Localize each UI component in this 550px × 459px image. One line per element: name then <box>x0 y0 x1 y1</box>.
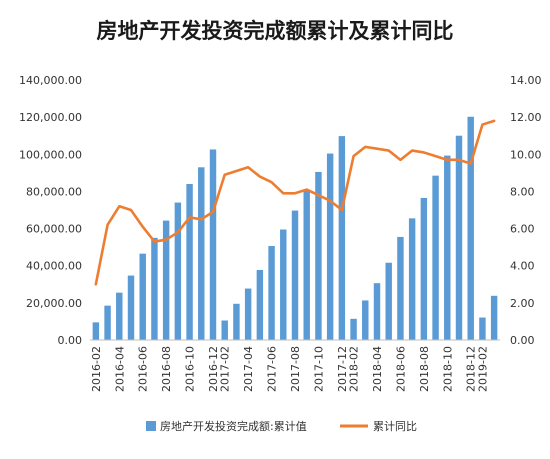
x-tick-label: 2017-08 <box>289 346 302 392</box>
y-right-tick-label: 8.00 <box>510 185 535 198</box>
x-tick-label: 2018-06 <box>394 346 407 392</box>
y-left-tick-label: 20,000.00 <box>26 297 82 310</box>
x-tick-label: 2016-08 <box>160 346 173 392</box>
x-tick-label: 2017-04 <box>242 346 255 392</box>
x-tick-label: 2018-04 <box>371 346 384 392</box>
bar <box>490 295 498 340</box>
axes: 0.00 20,000.00 40,000.00 60,000.00 80,000.00… <box>19 74 541 392</box>
bar <box>408 218 416 340</box>
bar <box>467 116 474 341</box>
bar <box>209 149 217 340</box>
x-tick-label: 2017-12 <box>336 346 349 392</box>
y-left-tick-label: 0.00 <box>58 334 83 347</box>
bar <box>362 300 369 340</box>
bar <box>174 202 182 340</box>
y-right-tick-label: 4.00 <box>510 260 535 273</box>
bar <box>116 292 123 340</box>
x-tick-label: 2016-10 <box>184 346 197 392</box>
x-tick-label: 2016-04 <box>113 346 126 392</box>
bar <box>186 184 193 340</box>
bar <box>350 318 357 340</box>
y-left-tick-label: 40,000.00 <box>26 260 82 273</box>
bar <box>326 153 334 340</box>
legend: 房地产开发投资完成额:累计值 累计同比 <box>146 419 417 433</box>
bar <box>385 262 392 340</box>
x-tick-label: 2018-12 <box>465 346 478 392</box>
x-tick-label: 2016-06 <box>137 346 150 392</box>
bar <box>373 283 381 340</box>
x-tick-label: 2019-02 <box>476 346 489 392</box>
x-tick-label: 2016-12 <box>207 346 220 392</box>
y-left-tick-label: 60,000.00 <box>26 223 82 236</box>
line-series <box>94 119 496 286</box>
bar <box>420 197 428 340</box>
bar <box>162 220 170 340</box>
bar <box>233 303 240 340</box>
y-left-tick-label: 140,000.00 <box>19 74 82 87</box>
bar <box>139 253 146 340</box>
bar <box>444 155 451 340</box>
y-left-tick-label: 120,000.00 <box>19 111 82 124</box>
y-left-tick-label: 100,000.00 <box>19 148 82 161</box>
y-right-tick-label: 2.00 <box>510 297 535 310</box>
y-left-tick-label: 80,000.00 <box>26 185 82 198</box>
line-series-path <box>94 119 496 286</box>
bar <box>397 236 404 340</box>
x-tick-label: 2018-08 <box>418 346 431 392</box>
bar <box>127 275 135 340</box>
bar <box>432 175 439 340</box>
bar <box>221 320 228 340</box>
bar <box>104 305 111 340</box>
y-right-tick-label: 0.00 <box>510 334 535 347</box>
legend-line-label: 累计同比 <box>373 420 417 433</box>
bar <box>338 136 346 340</box>
x-tick-label: 2016-02 <box>90 346 103 392</box>
bar <box>315 171 322 340</box>
bar <box>479 317 486 340</box>
bar <box>291 210 299 340</box>
y-right-tick-label: 12.00 <box>510 111 542 124</box>
x-tick-label: 2017-06 <box>266 346 279 392</box>
bar <box>151 237 158 340</box>
bar <box>455 135 463 340</box>
bar <box>92 322 100 340</box>
bar <box>303 190 310 340</box>
bar <box>198 167 205 340</box>
x-tick-label: 2018-10 <box>441 346 454 392</box>
x-tick-label: 2017-02 <box>219 346 232 392</box>
bar <box>244 288 252 340</box>
bar-series <box>92 116 498 341</box>
x-tick-label: 2018-02 <box>348 346 361 392</box>
bar <box>268 246 275 340</box>
chart-title: 房地产开发投资完成额累计及累计同比 <box>97 19 454 43</box>
y-right-tick-label: 10.00 <box>510 148 542 161</box>
x-tick-label: 2017-10 <box>312 346 325 392</box>
y-right-tick-label: 14.00 <box>510 74 542 87</box>
legend-bar-swatch <box>146 421 156 431</box>
bar <box>280 229 287 340</box>
legend-bar-label: 房地产开发投资完成额:累计值 <box>160 419 307 433</box>
bar <box>256 269 264 340</box>
y-right-tick-label: 6.00 <box>510 223 535 236</box>
